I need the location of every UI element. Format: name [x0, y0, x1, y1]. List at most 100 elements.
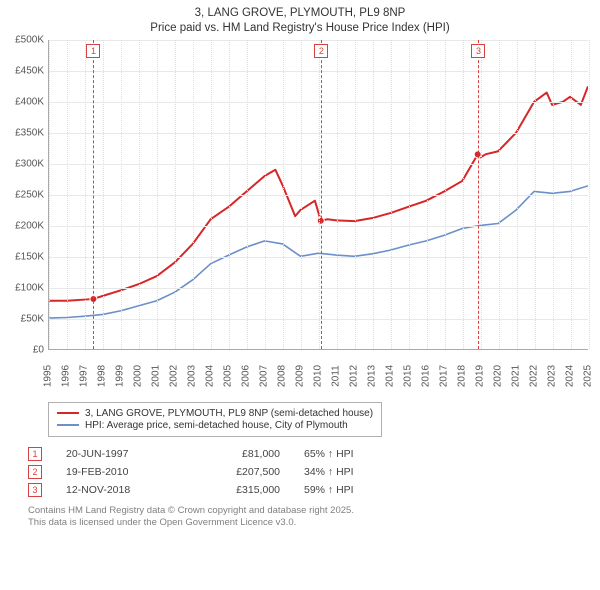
x-tick-label: 2011	[331, 365, 342, 387]
sales-table: 1 20-JUN-1997 £81,000 65% ↑ HPI 2 19-FEB-2010…	[28, 447, 592, 497]
sales-date: 20-JUN-1997	[66, 448, 166, 460]
sales-price: £207,500	[190, 466, 280, 478]
y-axis: £0£50K£100K£150K£200K£250K£300K£350K£400…	[8, 40, 48, 350]
gridline-v	[553, 40, 554, 349]
sales-price: £81,000	[190, 448, 280, 460]
attribution-line2: This data is licensed under the Open Gov…	[28, 517, 592, 529]
gridline-v	[337, 40, 338, 349]
x-tick-label: 2008	[277, 365, 288, 387]
sales-date: 19-FEB-2010	[66, 466, 166, 478]
sale-marker: 3	[471, 44, 485, 58]
y-tick-label: £400K	[15, 96, 44, 107]
x-tick-label: 2001	[151, 365, 162, 387]
x-tick-label: 2014	[385, 365, 396, 387]
y-tick-label: £0	[33, 344, 44, 355]
sale-vline	[93, 40, 94, 349]
x-tick-label: 1998	[97, 365, 108, 387]
x-tick-label: 2010	[313, 365, 324, 387]
sales-rel-hpi: 59% ↑ HPI	[304, 484, 354, 496]
sale-marker: 1	[86, 44, 100, 58]
sales-price: £315,000	[190, 484, 280, 496]
gridline-v	[319, 40, 320, 349]
x-tick-label: 2023	[547, 365, 558, 387]
legend-swatch	[57, 424, 79, 426]
y-tick-label: £150K	[15, 251, 44, 262]
y-tick-label: £300K	[15, 158, 44, 169]
sales-marker-box: 2	[28, 465, 42, 479]
x-tick-label: 2022	[529, 365, 540, 387]
legend-swatch	[57, 412, 79, 414]
x-tick-label: 2013	[367, 365, 378, 387]
gridline-v	[193, 40, 194, 349]
legend-label: HPI: Average price, semi-detached house,…	[85, 420, 348, 431]
x-tick-label: 2004	[205, 365, 216, 387]
gridline-v	[499, 40, 500, 349]
sales-row: 2 19-FEB-2010 £207,500 34% ↑ HPI	[28, 465, 592, 479]
sales-marker-box: 1	[28, 447, 42, 461]
legend-row: 3, LANG GROVE, PLYMOUTH, PL9 8NP (semi-d…	[57, 408, 373, 419]
x-tick-label: 1995	[43, 365, 54, 387]
y-tick-label: £350K	[15, 127, 44, 138]
gridline-v	[175, 40, 176, 349]
x-tick-label: 2009	[295, 365, 306, 387]
gridline-v	[589, 40, 590, 349]
y-tick-label: £200K	[15, 220, 44, 231]
gridline-v	[139, 40, 140, 349]
x-tick-label: 2003	[187, 365, 198, 387]
plot-region: 1 2 3	[48, 40, 588, 350]
title-line2: Price paid vs. HM Land Registry's House …	[8, 21, 592, 36]
x-tick-label: 2002	[169, 365, 180, 387]
gridline-v	[355, 40, 356, 349]
gridline-v	[427, 40, 428, 349]
gridline-v	[445, 40, 446, 349]
x-tick-label: 2025	[583, 365, 594, 387]
attribution-line1: Contains HM Land Registry data © Crown c…	[28, 505, 592, 517]
x-tick-label: 2000	[133, 365, 144, 387]
x-tick-label: 2012	[349, 365, 360, 387]
chart-area: £0 £50K £100K £150K £200K £250K £300K £350K £400…	[8, 40, 592, 400]
y-tick-label: £450K	[15, 65, 44, 76]
legend: 3, LANG GROVE, PLYMOUTH, PL9 8NP (semi-d…	[48, 402, 382, 437]
x-axis: 1995199619971998199920002001200220032004…	[48, 352, 588, 400]
gridline-v	[373, 40, 374, 349]
x-tick-label: 2019	[475, 365, 486, 387]
gridline-v	[517, 40, 518, 349]
sales-rel-hpi: 65% ↑ HPI	[304, 448, 354, 460]
x-tick-label: 2018	[457, 365, 468, 387]
x-tick-label: 1999	[115, 365, 126, 387]
x-tick-label: 2020	[493, 365, 504, 387]
gridline-v	[301, 40, 302, 349]
gridline-v	[391, 40, 392, 349]
sale-vline	[478, 40, 479, 349]
x-tick-label: 2024	[565, 365, 576, 387]
sales-rel-hpi: 34% ↑ HPI	[304, 466, 354, 478]
legend-row: HPI: Average price, semi-detached house,…	[57, 420, 373, 431]
gridline-v	[49, 40, 50, 349]
gridline-v	[265, 40, 266, 349]
y-tick-label: £250K	[15, 189, 44, 200]
y-tick-label: £100K	[15, 282, 44, 293]
x-tick-label: 2017	[439, 365, 450, 387]
x-tick-label: 2007	[259, 365, 270, 387]
gridline-v	[571, 40, 572, 349]
gridline-v	[229, 40, 230, 349]
x-tick-label: 2016	[421, 365, 432, 387]
y-tick-label: £50K	[21, 313, 44, 324]
gridline-v	[85, 40, 86, 349]
y-tick-label: £500K	[15, 34, 44, 45]
sale-marker: 2	[314, 44, 328, 58]
gridline-v	[67, 40, 68, 349]
gridline-v	[535, 40, 536, 349]
sales-marker-box: 3	[28, 483, 42, 497]
x-tick-label: 2006	[241, 365, 252, 387]
gridline-v	[247, 40, 248, 349]
x-tick-label: 2021	[511, 365, 522, 387]
gridline-v	[103, 40, 104, 349]
gridline-v	[463, 40, 464, 349]
x-tick-label: 1996	[61, 365, 72, 387]
sales-date: 12-NOV-2018	[66, 484, 166, 496]
attribution: Contains HM Land Registry data © Crown c…	[28, 505, 592, 530]
gridline-v	[481, 40, 482, 349]
title-line1: 3, LANG GROVE, PLYMOUTH, PL9 8NP	[8, 6, 592, 21]
chart-container: 3, LANG GROVE, PLYMOUTH, PL9 8NP Price p…	[0, 0, 600, 590]
